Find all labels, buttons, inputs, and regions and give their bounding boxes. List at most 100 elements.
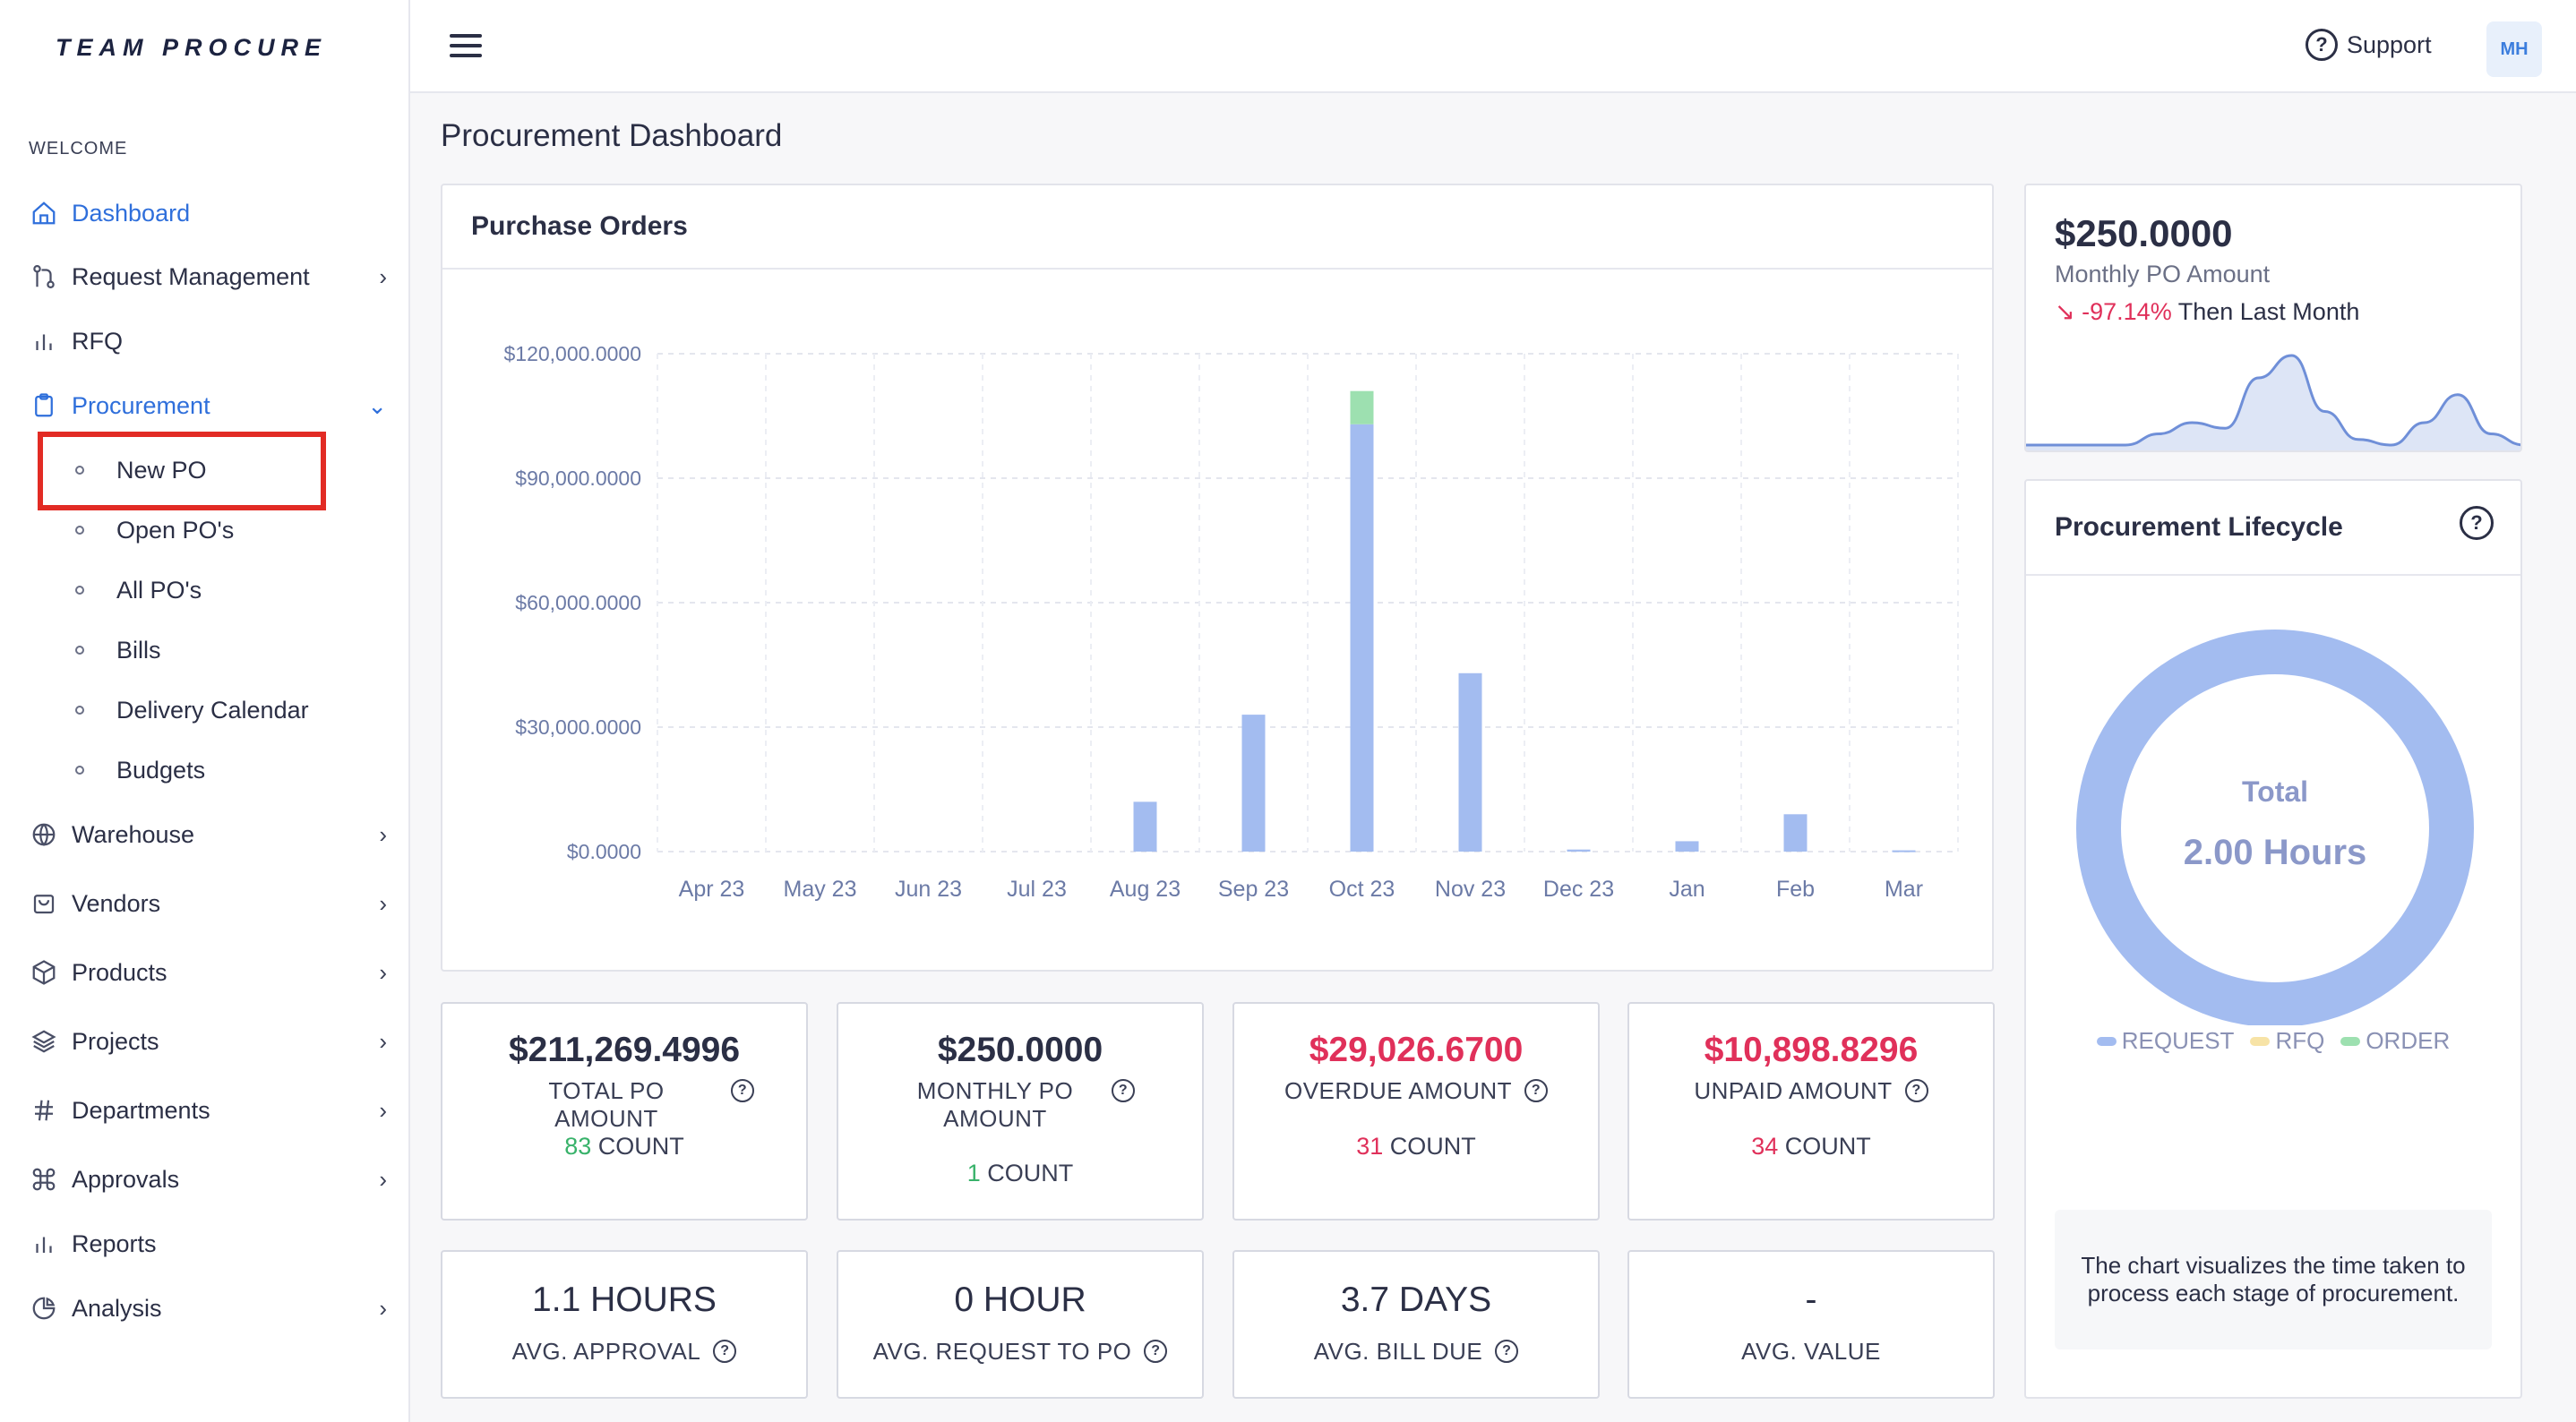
sidebar-subitem-bills[interactable]: Bills: [75, 628, 317, 672]
help-circle-icon[interactable]: ?: [1524, 1079, 1549, 1102]
git-pull-icon: [29, 261, 59, 292]
sidebar-item-procurement[interactable]: Procurement ⌄: [29, 381, 387, 431]
bar-feb-s0: [1783, 814, 1807, 852]
stat-count-suffix: COUNT: [1784, 1133, 1871, 1160]
sidebar-item-label: Projects: [72, 1027, 159, 1055]
stat-label-row: AVG. APPROVAL?: [442, 1338, 806, 1366]
sidebar-subitem-new-po[interactable]: New PO: [75, 448, 317, 493]
help-circle-icon[interactable]: ?: [713, 1340, 737, 1363]
sidebar-subitem-label: Open PO's: [116, 516, 235, 544]
sidebar-item-rfq[interactable]: RFQ: [29, 316, 387, 366]
sidebar-item-label: Reports: [72, 1229, 157, 1257]
menu-icon[interactable]: [450, 34, 482, 59]
sidebar-item-analysis[interactable]: Analysis ›: [29, 1283, 387, 1333]
help-circle-icon[interactable]: ?: [2460, 506, 2494, 540]
stat-count-row: 83 COUNT: [442, 1133, 806, 1161]
stat-label-row: AVG. REQUEST TO PO?: [838, 1338, 1202, 1366]
support-button[interactable]: ? Support: [2306, 29, 2432, 61]
sidebar-item-label: Request Management: [72, 262, 310, 290]
bullet-icon: [75, 706, 84, 715]
sidebar-item-projects[interactable]: Projects ›: [29, 1016, 387, 1066]
help-circle-icon[interactable]: ?: [1144, 1340, 1168, 1363]
donut-center-value: 2.00 Hours: [2184, 833, 2367, 872]
sidebar-subitem-label: Delivery Calendar: [116, 696, 309, 724]
stat-amount: $250.0000: [937, 1031, 1103, 1069]
bullet-icon: [75, 646, 84, 655]
avatar[interactable]: MH: [2486, 21, 2542, 77]
sidebar-item-vendors[interactable]: Vendors ›: [29, 878, 387, 929]
help-circle-icon[interactable]: ?: [1495, 1340, 1519, 1363]
bullet-icon: [75, 586, 84, 595]
sidebar-subitem-all-pos[interactable]: All PO's: [75, 568, 317, 612]
bar-mar-s0: [1892, 850, 1916, 852]
lifecycle-donut-chart: Total 2.00 Hours: [2076, 630, 2474, 1025]
stat-card-avg-approval: 1.1 HOURS AVG. APPROVAL?: [441, 1250, 808, 1399]
stat-count-suffix: COUNT: [987, 1160, 1074, 1186]
stat-value: 3.7 DAYS: [1340, 1281, 1492, 1319]
stat-count-row: 31 COUNT: [1234, 1133, 1598, 1161]
stat-label: UNPAID AMOUNT: [1694, 1077, 1893, 1104]
command-icon: [29, 1164, 59, 1195]
y-tick-label: $30,000.0000: [515, 715, 641, 739]
sidebar-item-label: Analysis: [72, 1294, 162, 1322]
sidebar-item-warehouse[interactable]: Warehouse ›: [29, 810, 387, 860]
sidebar-subitem-label: Bills: [116, 636, 161, 664]
stat-card-overdue: $29,026.6700 OVERDUE AMOUNT? 31 COUNT: [1232, 1002, 1600, 1221]
help-circle-icon[interactable]: ?: [1904, 1079, 1928, 1102]
chevron-right-icon: ›: [379, 262, 387, 290]
delta-suffix: Then Last Month: [2177, 298, 2360, 325]
y-tick-label: $60,000.0000: [515, 591, 641, 614]
sidebar-item-label: Products: [72, 958, 167, 986]
stat-amount: $29,026.6700: [1309, 1031, 1524, 1069]
purchase-orders-chart: $0.0000 $30,000.0000 $60,000.0000 $90,000.0…: [504, 342, 1959, 902]
legend-label: ORDER: [2366, 1027, 2451, 1054]
sidebar-subitem-open-pos[interactable]: Open PO's: [75, 508, 317, 553]
stat-label: AVG. REQUEST TO PO: [872, 1338, 1132, 1365]
sidebar-item-label: Vendors: [72, 889, 161, 917]
bar-sep-23-s0: [1241, 715, 1266, 852]
bar-nov-23-s0: [1458, 672, 1482, 852]
chevron-right-icon: ›: [379, 1027, 387, 1055]
sidebar-item-departments[interactable]: Departments ›: [29, 1085, 387, 1135]
stat-amount: $10,898.8296: [1704, 1031, 1919, 1069]
sidebar-item-products[interactable]: Products ›: [29, 947, 387, 998]
stat-label-row: AVG. BILL DUE?: [1234, 1338, 1598, 1366]
sidebar-item-dashboard[interactable]: Dashboard: [29, 188, 387, 238]
sidebar-item-reports[interactable]: Reports: [29, 1219, 387, 1269]
x-tick-label: Aug 23: [1110, 877, 1181, 902]
bullet-icon: [75, 766, 84, 775]
highlight-box: [38, 432, 326, 510]
page-title: Procurement Dashboard: [441, 118, 783, 153]
y-tick-label: $120,000.0000: [504, 342, 642, 365]
lifecycle-note: The chart visualizes the time taken to p…: [2055, 1210, 2492, 1349]
sidebar-subitem-budgets[interactable]: Budgets: [75, 748, 317, 792]
stat-label: AVG. BILL DUE: [1313, 1338, 1483, 1365]
help-circle-icon[interactable]: ?: [1112, 1079, 1135, 1102]
stat-label-row: AVG. VALUE: [1629, 1338, 1993, 1366]
chevron-right-icon: ›: [379, 889, 387, 917]
sidebar-item-request-management[interactable]: Request Management ›: [29, 252, 387, 302]
legend-swatch: [2250, 1036, 2271, 1046]
legend-item-request[interactable]: REQUEST: [2096, 1027, 2234, 1055]
x-tick-label: Jul 23: [1007, 877, 1067, 902]
legend-item-rfq[interactable]: RFQ: [2250, 1027, 2324, 1055]
sidebar-subitem-delivery-calendar[interactable]: Delivery Calendar: [75, 688, 317, 732]
bullet-icon: [75, 466, 84, 475]
stat-label: AVG. APPROVAL: [511, 1338, 701, 1365]
purchase-orders-title: Purchase Orders: [442, 185, 1992, 270]
x-tick-label: Nov 23: [1435, 877, 1506, 902]
x-tick-label: Apr 23: [679, 877, 745, 902]
purchase-orders-card: Purchase Orders $0.0000 $30,000.0000 $60,0…: [441, 184, 1994, 972]
bar-oct-23-s0: [1350, 424, 1374, 852]
sidebar-item-label: Dashboard: [72, 199, 191, 227]
sidebar-item-approvals[interactable]: Approvals ›: [29, 1154, 387, 1204]
donut-ring-request: [2076, 630, 2474, 1025]
stat-card-avg-value: - AVG. VALUE: [1627, 1250, 1995, 1399]
stat-card-monthly-po: $250.0000 MONTHLY PO AMOUNT? 1 COUNT: [837, 1002, 1204, 1221]
stat-count: 31: [1356, 1133, 1384, 1160]
help-circle-icon[interactable]: ?: [731, 1079, 754, 1102]
legend-item-order[interactable]: ORDER: [2340, 1027, 2450, 1055]
stat-value: -: [1805, 1281, 1817, 1319]
stat-card-total-po: $211,269.4996 TOTAL PO AMOUNT? 83 COUNT: [441, 1002, 808, 1221]
stat-label-row: OVERDUE AMOUNT?: [1234, 1077, 1598, 1105]
